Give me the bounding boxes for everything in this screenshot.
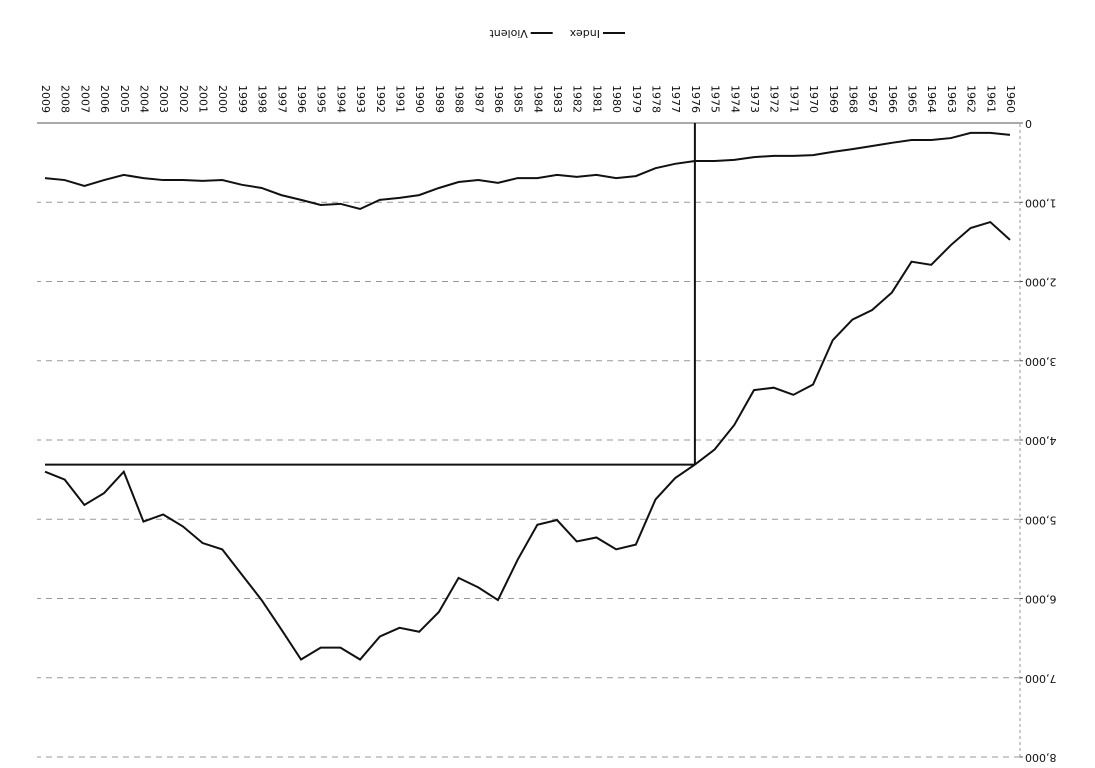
x-tick-label: 1975	[709, 85, 722, 113]
x-tick-label: 1963	[945, 85, 958, 113]
x-tick-label: 2004	[137, 85, 150, 113]
x-tick-label: 1973	[748, 85, 761, 113]
x-tick-label: 1983	[551, 85, 564, 113]
x-tick-label: 1982	[571, 85, 584, 113]
y-tick-label: 5,000	[1025, 513, 1057, 526]
x-tick-label: 1990	[413, 85, 426, 113]
x-tick-label: 1991	[393, 85, 406, 113]
series-line	[44, 131, 1011, 211]
y-tick-label: 3,000	[1025, 355, 1057, 368]
x-tick-label: 1992	[374, 85, 387, 113]
legend-label: Violent	[489, 27, 528, 40]
x-tick-label: 1987	[472, 85, 485, 113]
x-tick-label: 2000	[216, 85, 229, 113]
x-tick-label: 1966	[886, 85, 899, 113]
x-tick-label: 1986	[492, 85, 505, 113]
rotated-chart: 0 1,000 2,000 3,000 4,000 5,000 6,000 7,000 8,00…	[37, 27, 1057, 764]
x-tick-label: 1968	[846, 85, 859, 113]
x-tick-label: 2001	[197, 85, 210, 113]
y-tick-label: 0	[1025, 117, 1032, 130]
x-tick-label: 1962	[965, 85, 978, 113]
y-tick-label: 4,000	[1025, 434, 1057, 447]
x-tick-label: 1976	[689, 85, 702, 113]
x-tick-label: 2002	[177, 85, 190, 113]
y-tick-label: 6,000	[1025, 593, 1057, 606]
y-tick-label: 1,000	[1025, 196, 1057, 209]
x-tick-label: 1967	[866, 85, 879, 113]
x-tick-label: 1984	[531, 85, 544, 113]
x-tick-label: 2005	[118, 85, 131, 113]
x-tick-label: 1977	[669, 85, 682, 113]
x-tick-label: 2003	[157, 85, 170, 113]
x-tick-label: 1981	[590, 85, 603, 113]
x-tick-label: 1994	[334, 85, 347, 113]
x-tick-label: 2007	[78, 85, 91, 113]
x-tick-label: 1993	[354, 85, 367, 113]
y-tick-label: 8,000	[1025, 751, 1057, 764]
y-tick-label: 7,000	[1025, 672, 1057, 685]
x-tick-label: 2006	[98, 85, 111, 113]
legend-label: Index	[569, 27, 600, 40]
x-tick-label: 1980	[610, 85, 623, 113]
x-tick-label: 1989	[433, 85, 446, 113]
x-tick-label: 1965	[906, 85, 919, 113]
x-tick-label: 1974	[728, 85, 741, 113]
x-tick-label: 1978	[650, 85, 663, 113]
x-tick-label: 1971	[787, 85, 800, 113]
x-tick-label: 1969	[827, 85, 840, 113]
x-tick-label: 1960	[1004, 85, 1017, 113]
x-tick-label: 2009	[39, 85, 52, 113]
x-tick-label: 1970	[807, 85, 820, 113]
x-tick-label: 1999	[236, 85, 249, 113]
x-tick-label: 1998	[256, 85, 269, 113]
x-tick-label: 1995	[315, 85, 328, 113]
x-tick-label: 1996	[295, 85, 308, 113]
y-tick-label: 2,000	[1025, 276, 1057, 289]
x-tick-label: 1988	[453, 85, 466, 113]
x-tick-label: 1997	[275, 85, 288, 113]
x-tick-label: 1985	[512, 85, 525, 113]
x-tick-label: 1961	[984, 85, 997, 113]
x-tick-label: 2008	[59, 85, 72, 113]
x-tick-label: 1979	[630, 85, 643, 113]
x-tick-label: 1972	[768, 85, 781, 113]
x-tick-label: 1964	[925, 85, 938, 113]
series-line	[44, 220, 1011, 661]
